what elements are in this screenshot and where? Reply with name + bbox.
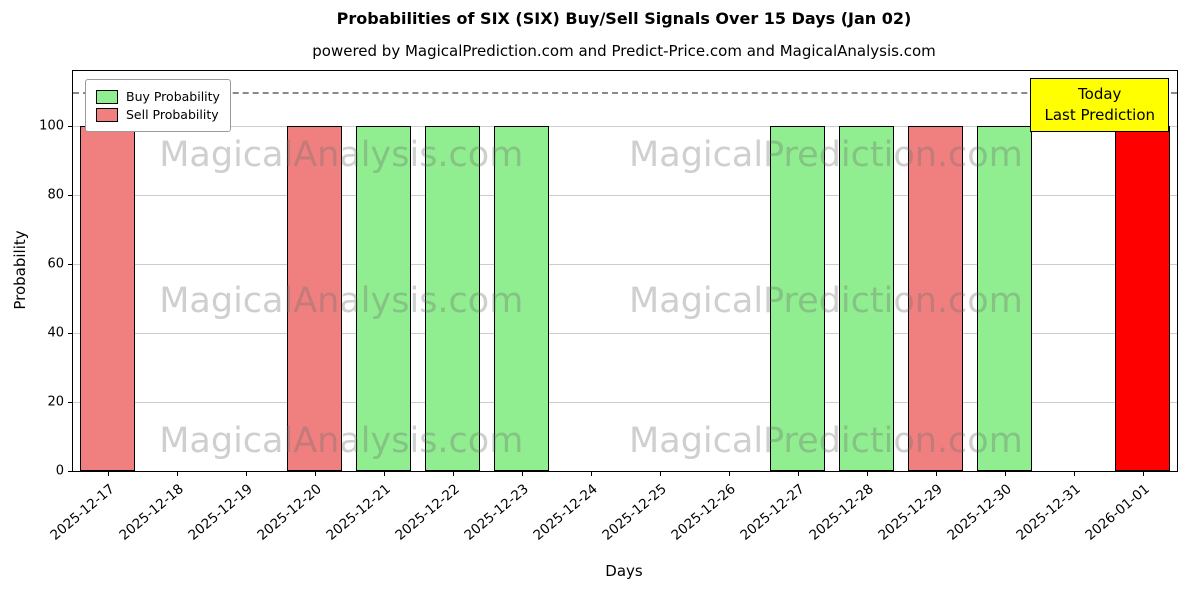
x-axis-label: Days [605, 562, 643, 580]
y-tick-mark [68, 471, 73, 472]
chart-subtitle: powered by MagicalPrediction.com and Pre… [312, 42, 936, 60]
gridline-y-100 [73, 126, 1177, 128]
x-tick-label: 2025-12-24 [530, 481, 601, 544]
x-tick-label: 2025-12-28 [806, 481, 877, 544]
x-tick-mark [452, 471, 454, 476]
x-tick-mark [383, 471, 385, 476]
x-tick-mark [797, 471, 799, 476]
y-tick-label: 100 [39, 118, 64, 134]
chart-title: Probabilities of SIX (SIX) Buy/Sell Sign… [336, 9, 912, 28]
x-tick-mark [659, 471, 661, 476]
y-tick-mark [68, 195, 73, 197]
annotation-line-today: Today [1078, 85, 1122, 103]
x-tick-mark [866, 471, 868, 476]
x-tick-mark [728, 471, 730, 476]
y-tick-label: 0 [55, 463, 64, 479]
bar-2025-12-30 [976, 126, 1033, 471]
legend: Buy Probability Sell Probability [85, 79, 231, 132]
x-tick-mark [176, 471, 178, 476]
bar-2025-12-17 [79, 126, 136, 471]
threshold-dashed-line [73, 91, 1177, 94]
sell-probability-swatch [96, 107, 118, 122]
bar-2025-12-23 [493, 126, 550, 471]
legend-label-sell: Sell Probability [126, 107, 219, 122]
x-tick-label: 2025-12-26 [668, 481, 739, 544]
x-tick-mark [935, 471, 937, 476]
x-tick-label: 2026-01-01 [1082, 481, 1153, 544]
legend-item-sell: Sell Probability [96, 107, 220, 122]
x-tick-mark [1004, 471, 1006, 476]
y-tick-mark [68, 333, 73, 335]
x-tick-label: 2025-12-19 [185, 481, 256, 544]
x-tick-mark [107, 471, 109, 476]
bar-2025-12-29 [907, 126, 964, 471]
y-tick-label: 60 [47, 256, 64, 272]
gridline-y-80 [73, 195, 1177, 197]
watermark-text: MagicalPrediction.com [629, 421, 1023, 461]
x-tick-label: 2025-12-29 [875, 481, 946, 544]
x-tick-label: 2025-12-18 [116, 481, 187, 544]
watermark-text: MagicalPrediction.com [629, 281, 1023, 321]
y-tick-label: 20 [47, 394, 64, 410]
x-tick-label: 2025-12-25 [599, 481, 670, 544]
y-tick-label: 80 [47, 187, 64, 203]
y-tick-mark [68, 402, 73, 404]
bar-2026-01-01 [1114, 126, 1171, 471]
y-tick-label: 40 [47, 325, 64, 341]
bar-2025-12-27 [769, 126, 826, 471]
bar-2025-12-22 [424, 126, 481, 471]
watermark-text: MagicalPrediction.com [629, 135, 1023, 175]
legend-label-buy: Buy Probability [126, 89, 220, 104]
legend-item-buy: Buy Probability [96, 89, 220, 104]
x-tick-mark [245, 471, 247, 476]
x-tick-mark [521, 471, 523, 476]
y-tick-mark [68, 126, 73, 128]
bar-2025-12-20 [286, 126, 343, 471]
annotation-line-last-prediction: Last Prediction [1044, 106, 1155, 124]
x-tick-label: 2025-12-30 [944, 481, 1015, 544]
x-tick-label: 2025-12-23 [461, 481, 532, 544]
x-tick-mark [314, 471, 316, 476]
y-axis-label: Probability [11, 230, 29, 310]
buy-probability-swatch [96, 89, 118, 104]
x-tick-label: 2025-12-31 [1013, 481, 1084, 544]
x-tick-mark [590, 471, 592, 476]
y-tick-mark [68, 264, 73, 266]
gridline-y-20 [73, 402, 1177, 404]
bar-2025-12-21 [355, 126, 412, 471]
today-annotation-box: Today Last Prediction [1030, 78, 1169, 132]
x-tick-label: 2025-12-21 [323, 481, 394, 544]
gridline-y-60 [73, 264, 1177, 266]
x-tick-label: 2025-12-22 [392, 481, 463, 544]
x-tick-mark [1073, 471, 1075, 476]
bar-2025-12-28 [838, 126, 895, 471]
x-tick-label: 2025-12-17 [47, 481, 118, 544]
plot-area: 2026-01-01 2025-12-31 2025-12-30 2025-12-29… [39, 70, 1178, 544]
x-tick-label: 2025-12-27 [737, 481, 808, 544]
x-tick-label: 2025-12-20 [254, 481, 325, 544]
x-tick-mark [1142, 471, 1144, 476]
gridline-y-40 [73, 333, 1177, 335]
